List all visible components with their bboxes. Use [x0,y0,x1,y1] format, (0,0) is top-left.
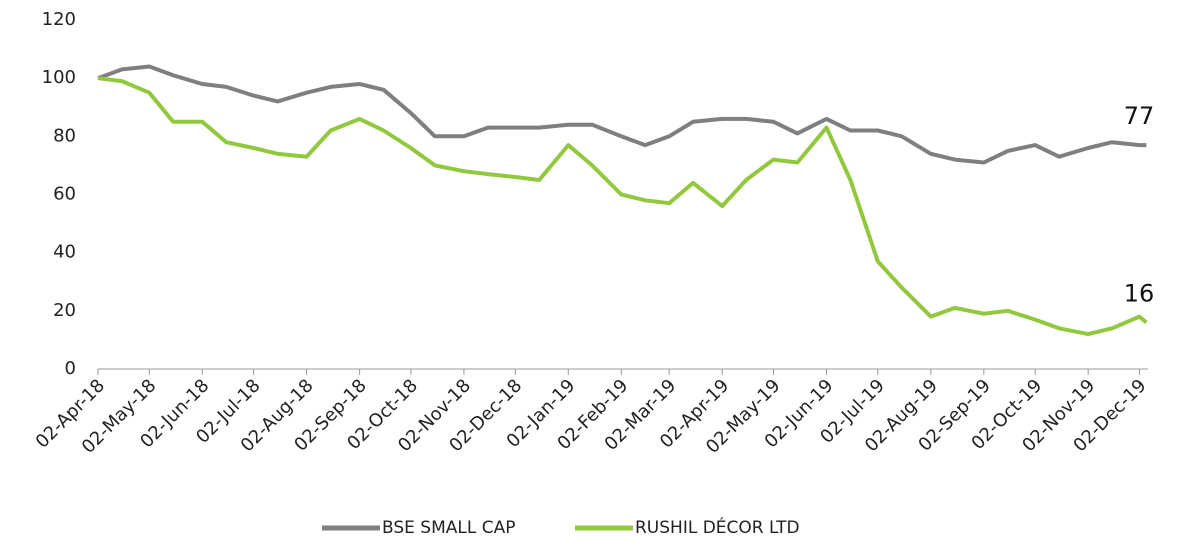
y-tick-label: 100 [42,67,76,88]
legend-label: BSE SMALL CAP [382,518,516,538]
series-line [97,76,1148,337]
y-tick-label: 20 [53,300,76,321]
y-tick-label: 80 [53,125,76,146]
legend-label: RUSHIL DÉCOR LTD [635,516,800,538]
y-tick-label: 40 [53,242,76,263]
y-tick-label: 60 [53,184,76,205]
end-label: 77 [1124,102,1155,130]
y-tick-label: 120 [42,9,76,30]
end-label: 16 [1124,279,1155,307]
y-tick-label: 0 [65,358,76,379]
series-line [97,64,1147,165]
